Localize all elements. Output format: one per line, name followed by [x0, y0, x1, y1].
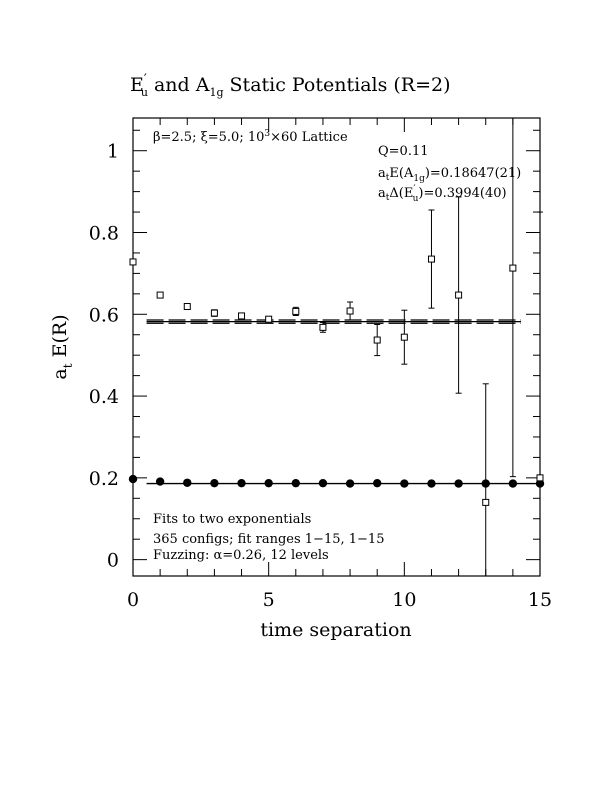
axis-ticks: [132, 118, 541, 576]
open-square-point: [427, 255, 435, 263]
filled-circle-point: [291, 478, 300, 488]
y-tick-label: 0.2: [89, 468, 119, 490]
lattice-annotation: β=2.5; ξ=5.0; 103×60 Lattice: [153, 129, 348, 145]
filled-circle-point: [128, 474, 138, 484]
filled-circle-point: [237, 478, 246, 488]
open-square-point: [509, 264, 517, 272]
x-axis-label: time separation: [260, 619, 411, 641]
y-tick-label: 0.6: [89, 304, 119, 326]
filled-circle-point: [400, 479, 409, 488]
deu-annotation: atΔ(E′ u)=0.3994(40): [378, 184, 507, 204]
filled-circle-point: [210, 478, 219, 488]
x-tick-label: 5: [263, 589, 275, 611]
filled-circle-point: [318, 478, 328, 488]
filled-circle-point: [345, 479, 355, 488]
open-square-point: [455, 291, 463, 299]
y-tick-label: 0: [107, 550, 119, 572]
open-square-point: [319, 323, 327, 331]
filled-circle-point: [508, 479, 518, 488]
fits-annotation: Fits to two exponentials: [153, 512, 311, 527]
y-tick-label: 1: [107, 141, 119, 163]
open-square-point: [482, 498, 490, 506]
filled-circle-point: [264, 478, 273, 488]
open-square-point: [536, 474, 544, 482]
filled-circle-point: [183, 478, 192, 487]
fuzzing-annotation: Fuzzing: α=0.26, 12 levels: [153, 548, 329, 563]
fit-lines: [146, 319, 540, 485]
open-square-point: [210, 309, 218, 317]
x-tick-label: 15: [528, 589, 552, 611]
open-square-point: [265, 315, 273, 323]
filled-circle-point: [427, 479, 436, 488]
chart-title: E′ u and A1g Static Potentials (R=2): [130, 72, 451, 99]
filled-circle-point: [155, 477, 165, 486]
open-square-point: [238, 312, 246, 320]
filled-circle-point: [481, 479, 490, 488]
x-tick-label: 0: [127, 589, 139, 611]
y-axis-label: at E(R): [49, 314, 75, 379]
y-tick-labels: 0 0.2 0.4 0.6 0.8 1: [89, 141, 119, 572]
x-tick-labels: 0 5 10 15: [127, 589, 552, 611]
q-annotation: Q=0.11: [378, 144, 429, 159]
y-tick-label: 0.4: [89, 386, 119, 408]
open-square-point: [400, 333, 408, 341]
filled-circle-point: [373, 478, 382, 488]
open-square-point: [129, 258, 137, 266]
open-square-point: [373, 336, 381, 344]
filled-circle-point: [535, 479, 545, 488]
open-square-point: [346, 307, 354, 315]
data-markers: [128, 255, 545, 506]
open-square-point: [183, 303, 191, 311]
configs-annotation: 365 configs; fit ranges 1−15, 1−15: [153, 532, 384, 547]
y-tick-label: 0.8: [89, 223, 119, 245]
ea1g-annotation: atE(A1g)=0.18647(21): [378, 166, 521, 184]
open-square-point: [156, 291, 164, 299]
filled-circle-point: [454, 479, 463, 488]
x-tick-label: 10: [392, 589, 416, 611]
open-square-point: [292, 307, 300, 315]
